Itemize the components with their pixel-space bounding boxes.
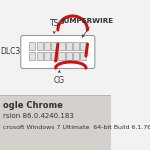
FancyBboxPatch shape (80, 42, 86, 50)
Text: TS: TS (50, 19, 59, 28)
FancyBboxPatch shape (51, 52, 57, 60)
FancyBboxPatch shape (29, 42, 36, 50)
FancyBboxPatch shape (58, 52, 64, 60)
FancyBboxPatch shape (21, 36, 95, 69)
FancyBboxPatch shape (80, 52, 86, 60)
FancyBboxPatch shape (29, 52, 36, 60)
FancyBboxPatch shape (73, 42, 79, 50)
FancyBboxPatch shape (37, 52, 43, 60)
FancyBboxPatch shape (66, 42, 72, 50)
FancyBboxPatch shape (0, 95, 111, 150)
Text: JUMPERWIRE: JUMPERWIRE (61, 18, 114, 24)
FancyBboxPatch shape (66, 52, 72, 60)
FancyBboxPatch shape (44, 52, 50, 60)
FancyBboxPatch shape (51, 42, 57, 50)
FancyBboxPatch shape (37, 42, 43, 50)
Text: DLC3: DLC3 (0, 48, 20, 57)
FancyBboxPatch shape (58, 42, 64, 50)
Text: rsion 86.0.4240.183: rsion 86.0.4240.183 (3, 113, 74, 119)
Text: CG: CG (54, 76, 65, 85)
FancyBboxPatch shape (44, 42, 50, 50)
Text: ogle Chrome: ogle Chrome (3, 101, 63, 110)
FancyBboxPatch shape (73, 52, 79, 60)
Text: crosoft Windows 7 Ultimate  64-bit Build 6.1.760: crosoft Windows 7 Ultimate 64-bit Build … (3, 125, 150, 130)
